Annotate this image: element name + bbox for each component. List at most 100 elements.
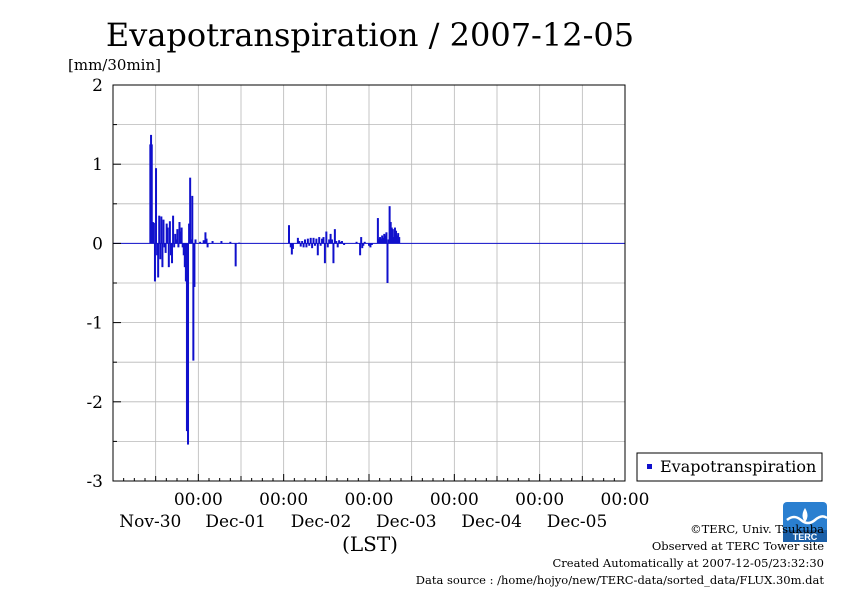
- bar: [369, 243, 372, 248]
- bar: [288, 225, 290, 244]
- bar: [395, 230, 398, 244]
- x-tick-time: 00:00: [601, 490, 650, 510]
- bar: [194, 239, 197, 244]
- bar: [311, 243, 314, 249]
- bar: [322, 237, 325, 244]
- bar: [318, 237, 321, 244]
- bar: [331, 239, 334, 244]
- svg-text:TERC: TERC: [793, 532, 818, 542]
- bar: [177, 243, 180, 248]
- bar: [329, 233, 332, 244]
- bar: [319, 243, 322, 246]
- bars: [113, 134, 625, 445]
- bar: [162, 219, 165, 244]
- bar: [377, 238, 380, 244]
- bar: [323, 243, 326, 264]
- x-tick-time: 00:00: [430, 490, 479, 510]
- bar: [309, 237, 312, 244]
- bar: [396, 235, 399, 244]
- y-tick-label: -2: [86, 393, 103, 413]
- bar: [383, 233, 386, 244]
- bar: [171, 243, 174, 264]
- bar: [156, 243, 159, 256]
- bar: [234, 243, 237, 267]
- bar: [313, 243, 316, 246]
- x-tick-time: 00:00: [345, 490, 394, 510]
- bar: [338, 240, 341, 244]
- observed-text: Observed at TERC Tower site: [651, 539, 824, 553]
- bar: [381, 235, 384, 244]
- bar: [388, 206, 391, 244]
- bar: [155, 168, 158, 244]
- bar: [168, 221, 171, 244]
- bar: [302, 243, 305, 248]
- y-axis-unit: [mm/30min]: [68, 56, 161, 74]
- bar: [332, 243, 335, 264]
- bar: [296, 237, 299, 244]
- bar: [160, 216, 163, 244]
- bar: [355, 241, 358, 244]
- bar: [301, 241, 304, 244]
- x-tick-date: Dec-04: [461, 512, 522, 532]
- bar: [298, 241, 301, 244]
- legend-label: Evapotranspiration: [660, 457, 816, 476]
- y-tick-label: -1: [86, 314, 103, 334]
- bar: [174, 233, 177, 244]
- bar: [179, 231, 182, 244]
- x-tick-date: Dec-01: [205, 512, 266, 532]
- bar: [391, 229, 394, 244]
- bar: [290, 243, 293, 255]
- bar: [202, 240, 205, 244]
- bar: [150, 144, 153, 244]
- bar: [291, 243, 294, 249]
- bar: [363, 241, 366, 244]
- bar: [305, 243, 308, 248]
- bar: [206, 243, 209, 248]
- bar: [362, 243, 365, 246]
- bar: [382, 237, 385, 244]
- bar: [368, 243, 370, 246]
- x-tick-date: Nov-30: [119, 512, 181, 532]
- bar: [172, 215, 175, 244]
- bar: [165, 223, 168, 244]
- bar: [316, 243, 319, 256]
- bar: [166, 227, 169, 244]
- bar: [299, 243, 302, 247]
- bar: [386, 243, 389, 283]
- bar: [175, 239, 178, 244]
- chart-title: Evapotranspiration / 2007-12-05: [106, 16, 634, 54]
- bar: [151, 222, 154, 244]
- bar: [308, 243, 311, 246]
- bar: [205, 238, 208, 244]
- bar: [182, 243, 185, 256]
- legend-swatch: [647, 464, 652, 469]
- bar: [183, 243, 186, 268]
- bar: [390, 227, 393, 244]
- bar: [152, 222, 155, 244]
- bar: [180, 227, 183, 244]
- created-text: Created Automatically at 2007-12-05/23:3…: [552, 556, 825, 570]
- bar: [328, 239, 331, 244]
- bar: [343, 243, 346, 245]
- bar: [340, 241, 343, 244]
- bar: [192, 243, 195, 361]
- y-tick-label: 0: [92, 234, 103, 254]
- bar: [336, 243, 339, 248]
- bar: [376, 218, 379, 244]
- source-text: Data source : /home/hojyo/new/TERC-data/…: [415, 573, 824, 587]
- bar: [188, 223, 191, 244]
- bar: [176, 229, 179, 244]
- y-axis: 2 1 0 -1 -2 -3: [86, 76, 121, 492]
- bar: [306, 238, 309, 244]
- x-tick-time: 00:00: [174, 490, 223, 510]
- bar: [173, 243, 176, 248]
- bar: [392, 237, 395, 244]
- bar: [379, 237, 382, 244]
- bar: [360, 237, 363, 244]
- bar: [315, 238, 318, 244]
- x-axis: 00:00Nov-3000:00Dec-0100:00Dec-0200:00De…: [112, 474, 650, 532]
- bar: [169, 243, 172, 256]
- copyright-text: ©TERC, Univ. Tsukuba: [690, 522, 824, 536]
- bar: [397, 233, 400, 244]
- bar: [393, 227, 396, 244]
